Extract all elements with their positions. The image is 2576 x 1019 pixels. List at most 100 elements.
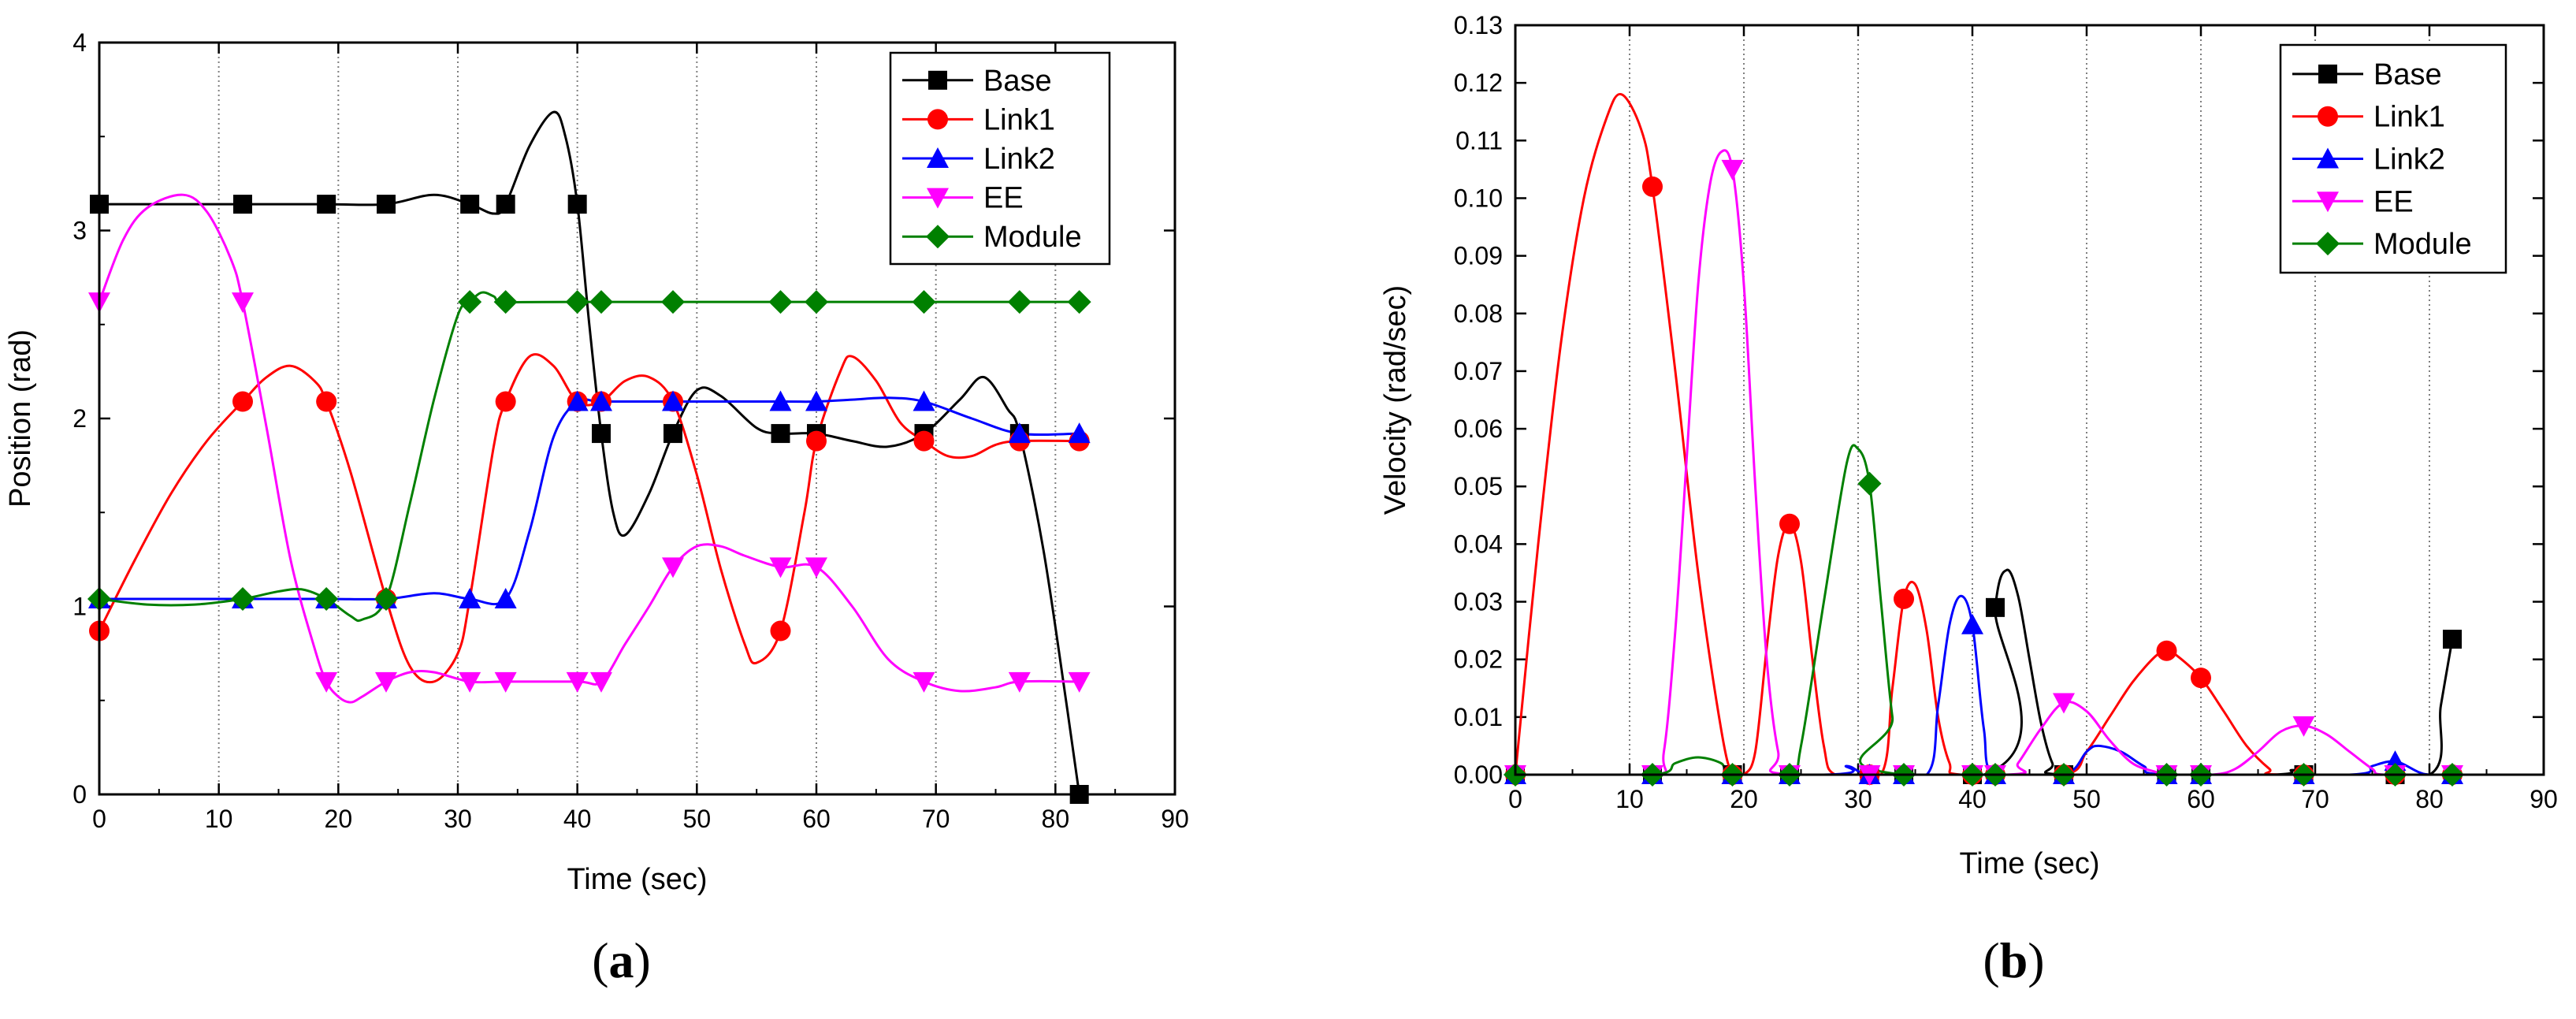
marker-link2 [805,390,827,411]
marker-base [771,424,790,444]
y-tick-label: 0.10 [1454,184,1503,212]
x-tick-label: 40 [563,805,592,833]
x-tick-label: 10 [205,805,233,833]
legend-marker-ee [2317,192,2339,213]
marker-module [493,290,518,314]
legend-label-link2: Link2 [983,143,1055,176]
series-line-link2 [1515,594,2452,775]
marker-link2 [566,390,589,411]
legend-marker-module [2316,232,2340,256]
x-tick-label: 50 [2072,785,2101,813]
legend-label-link2: Link2 [2373,143,2445,177]
legend-label-ee: EE [2373,185,2414,218]
y-tick-label: 0.07 [1454,357,1503,385]
y-tick-label: 0.08 [1454,299,1503,328]
legend: Base Link1 Link2 EE Module [889,51,1111,266]
legend-label-ee: EE [983,182,1024,215]
marker-link1 [913,430,935,452]
x-tick-label: 0 [92,805,106,833]
x-tick-label: 20 [325,805,353,833]
x-tick-label: 40 [1958,785,1987,813]
marker-ee [1068,671,1091,693]
marker-module [1067,290,1091,314]
x-axis-title: Time (sec) [1959,847,2099,880]
marker-link2 [494,587,517,608]
marker-ee [315,671,338,693]
marker-module [374,586,398,611]
legend-label-base: Base [983,65,1052,98]
x-tick-label: 30 [1844,785,1872,813]
x-tick-label: 20 [1730,785,1758,813]
legend-label-base: Base [2373,58,2442,91]
marker-link1 [1779,513,1800,534]
panel-label-a: (a) [592,932,651,988]
marker-ee [2053,693,2075,714]
y-tick-label: 0.02 [1454,645,1503,674]
marker-base [377,195,396,214]
marker-module [1857,471,1882,496]
marker-link1 [495,391,516,412]
y-tick-label: 0.06 [1454,415,1503,443]
marker-link1 [1894,588,1914,609]
x-axis-title: Time (sec) [567,863,707,896]
marker-link1 [2191,668,2211,689]
marker-link1 [232,391,253,412]
legend-marker-module [926,225,950,249]
legend-label-link1: Link1 [983,103,1055,136]
marker-link2 [459,587,481,608]
y-tick-label: 0.13 [1454,11,1503,39]
marker-ee [1721,159,1744,180]
series-line-module [1515,444,2452,775]
y-tick-label: 4 [72,28,87,57]
marker-module [565,290,589,314]
y-tick-label: 1 [72,593,87,621]
marker-link1 [316,391,337,412]
legend-marker-link1 [927,109,948,130]
marker-link2 [913,390,935,411]
x-tick-label: 80 [1042,805,1070,833]
x-tick-label: 80 [2415,785,2444,813]
y-tick-label: 0.01 [1454,703,1503,731]
y-tick-label: 0.09 [1454,242,1503,270]
legend: Base Link1 Link2 EE Module [2279,43,2507,274]
marker-ee [2292,716,2315,737]
marker-link1 [770,620,791,642]
x-tick-label: 70 [2301,785,2329,813]
legend-marker-link2 [927,147,949,168]
marker-link2 [1008,422,1031,444]
marker-link1 [1642,176,1663,197]
legend-label-module: Module [2373,228,2472,261]
legend-marker-link1 [2318,106,2338,127]
x-tick-label: 90 [2530,785,2558,813]
marker-link2 [1961,613,1983,634]
marker-link2 [662,390,684,411]
marker-base [233,195,252,214]
marker-ee [769,557,792,578]
marker-link2 [769,390,792,411]
plot-frame [1514,24,2545,776]
x-tick-label: 60 [2187,785,2215,813]
legend-label-module: Module [983,221,1082,254]
marker-base [1986,597,2005,617]
series-line-base [1515,568,2454,775]
legend-marker-link2 [2317,147,2339,169]
y-tick-label: 0.11 [1455,126,1503,154]
panel-label-b: (b) [1983,932,2044,988]
x-tick-label: 0 [1508,785,1522,813]
x-tick-label: 70 [922,805,950,833]
y-tick-label: 2 [72,404,87,433]
marker-link1 [806,430,827,452]
marker-base [2443,630,2462,649]
marker-ee [662,557,684,578]
y-tick-label: 0 [72,780,87,809]
marker-ee [494,671,517,693]
marker-base [592,424,611,444]
marker-base [496,195,515,214]
y-tick-label: 0.05 [1454,472,1503,500]
marker-ee [375,671,397,693]
series-line-module [99,291,1080,623]
marker-link2 [1068,422,1091,444]
marker-module [231,586,255,611]
marker-ee [459,671,481,693]
marker-base [317,195,336,214]
